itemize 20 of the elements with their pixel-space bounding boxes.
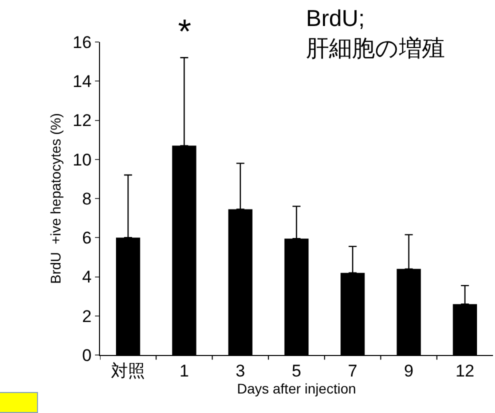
chart-title: BrdU; 肝細胞の増殖: [306, 5, 445, 61]
y-tick-label: 12: [72, 111, 92, 130]
annotation: *: [178, 13, 192, 51]
y-tick-label: 14: [72, 72, 92, 92]
y-axis-title: BrdU +ive hepatocytes (%): [47, 113, 64, 284]
x-tick-label: 1: [179, 361, 189, 380]
x-tick-label: 3: [236, 361, 246, 380]
y-tick-label: 4: [82, 268, 92, 287]
x-axis-title: Days after injection: [236, 380, 356, 396]
y-tick-label: 10: [72, 150, 92, 170]
x-tick-label: 12: [455, 361, 474, 380]
x-tick-label: 対照: [111, 361, 146, 380]
y-tick-label: 2: [82, 306, 92, 326]
x-tick-label: 9: [404, 361, 414, 380]
x-tick-label: 7: [348, 361, 358, 380]
y-tick-label: 0: [82, 346, 92, 365]
y-tick-label: 6: [82, 228, 92, 248]
x-tick-label: 5: [292, 361, 302, 380]
y-tick-label: 16: [72, 32, 92, 52]
y-tick-label: 8: [82, 189, 92, 208]
